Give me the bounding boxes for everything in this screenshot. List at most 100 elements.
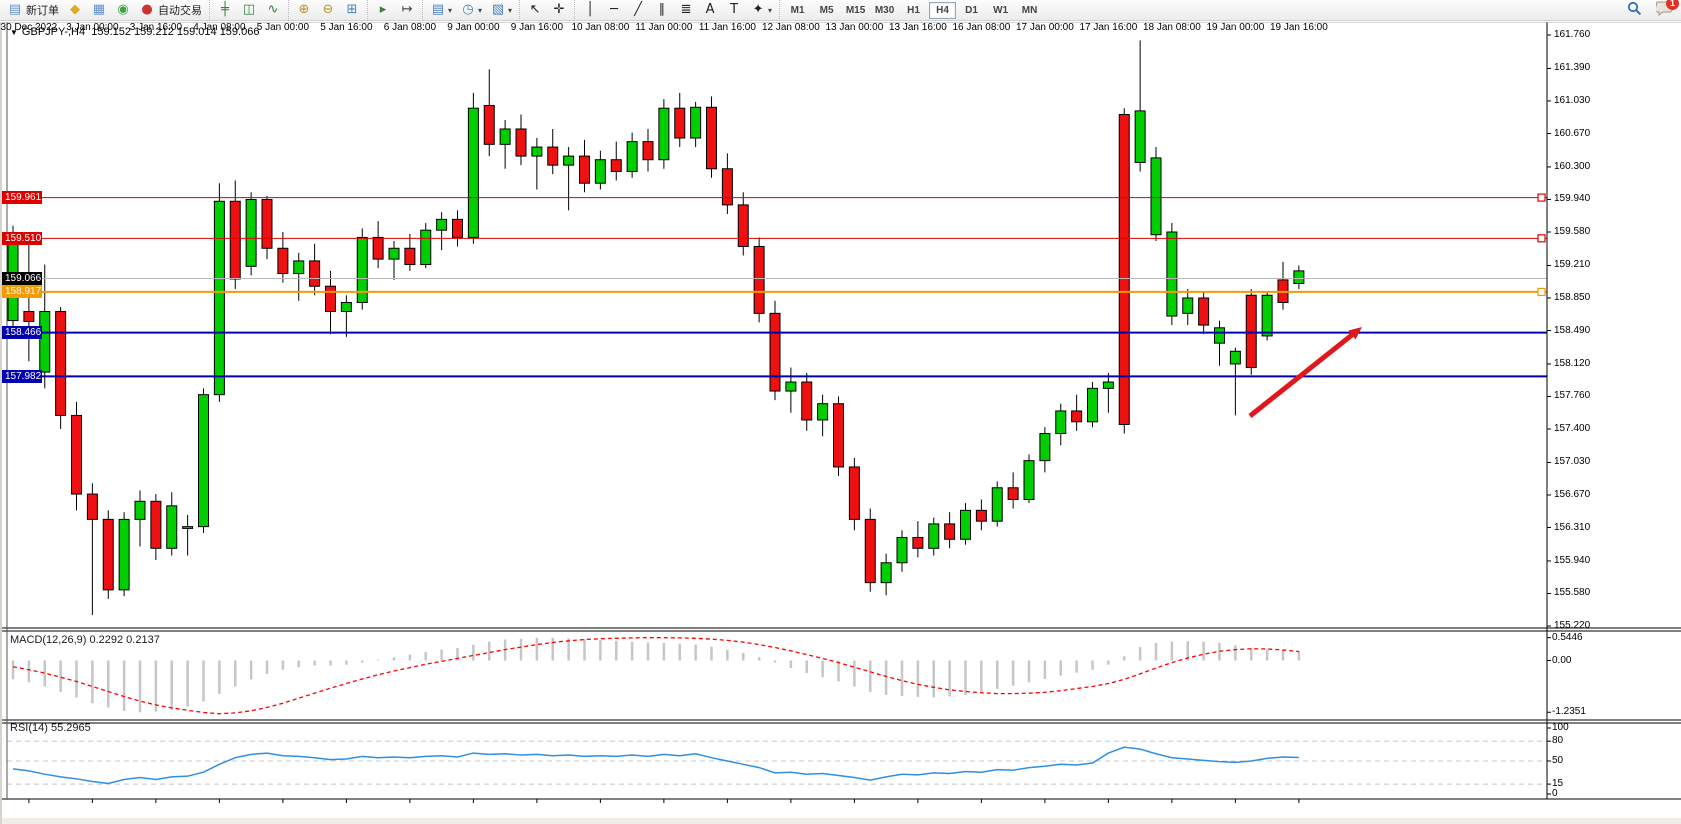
price-chart-canvas[interactable] bbox=[2, 22, 1681, 824]
data-window-button[interactable]: ▦ bbox=[87, 1, 111, 19]
timeframe-m15[interactable]: M15 bbox=[845, 4, 866, 16]
candle-body bbox=[55, 311, 67, 416]
candle-body bbox=[658, 107, 670, 161]
candle-body bbox=[166, 505, 178, 549]
vertical-line-button[interactable]: │ bbox=[578, 1, 602, 19]
toolbar-group: ╪ ◫ ∿ bbox=[209, 0, 288, 21]
period-selector-button[interactable]: ◷ ▾ bbox=[456, 1, 486, 19]
line-handle bbox=[1537, 234, 1546, 243]
candle-body bbox=[1102, 381, 1114, 389]
time-axis-label: 10 Jan 08:00 bbox=[571, 22, 630, 33]
timeframe-d1[interactable]: D1 bbox=[965, 4, 978, 16]
time-axis-label: 30 Dec 2022 bbox=[0, 22, 58, 33]
search-icon[interactable] bbox=[1627, 1, 1642, 19]
timeframe-h1[interactable]: H1 bbox=[907, 4, 920, 16]
horizontal-line-button[interactable]: ─ bbox=[602, 1, 626, 19]
ohlc-readout: 159.152 159.212 159.014 159.066 bbox=[91, 26, 260, 38]
collapse-icon[interactable]: ▼ bbox=[10, 28, 18, 37]
candle-body bbox=[118, 518, 130, 591]
candle-body bbox=[1166, 231, 1178, 317]
candle-body bbox=[1245, 294, 1257, 369]
data-window-icon: ▦ bbox=[92, 2, 106, 17]
candle-body bbox=[594, 159, 606, 184]
line-chart-button[interactable]: ∿ bbox=[261, 1, 285, 19]
crosshair-button[interactable]: ✛ bbox=[547, 1, 571, 19]
signals-button[interactable]: ◉ bbox=[111, 1, 135, 19]
text-icon: A bbox=[705, 2, 715, 17]
time-axis-label: 11 Jan 00:00 bbox=[635, 22, 693, 33]
price-tick-label: 159.210 bbox=[1554, 259, 1591, 271]
candle-body bbox=[420, 229, 432, 266]
template-button[interactable]: ▧ ▾ bbox=[486, 1, 516, 19]
price-tick-label: 160.670 bbox=[1554, 127, 1591, 139]
candle-body bbox=[467, 107, 479, 238]
timeframe-h4[interactable]: H4 bbox=[929, 1, 957, 19]
price-line-badge: 159.961 bbox=[2, 191, 42, 205]
auto-scroll-button[interactable]: ▸ bbox=[371, 1, 395, 19]
market-watch-button[interactable]: ◆ bbox=[63, 1, 87, 19]
chat-icon[interactable]: 1 bbox=[1654, 0, 1679, 19]
candle-body bbox=[880, 562, 892, 584]
rsi-scale-label: 50 bbox=[1552, 755, 1564, 766]
candle-body bbox=[499, 128, 511, 145]
chevron-down-icon: ▾ bbox=[448, 5, 453, 15]
zoom-out-button[interactable]: ⊖ bbox=[316, 1, 340, 19]
candle-body bbox=[309, 260, 321, 287]
timeframe-m5[interactable]: M5 bbox=[819, 4, 834, 16]
timeframe-w1[interactable]: W1 bbox=[993, 4, 1009, 16]
time-axis-label: 13 Jan 00:00 bbox=[825, 22, 884, 33]
timeframe-m1[interactable]: M1 bbox=[790, 4, 805, 16]
crosshair-icon: ✛ bbox=[553, 2, 565, 17]
chart-shift-button[interactable]: ↦ bbox=[395, 1, 419, 19]
bar-chart-button[interactable]: ╪ bbox=[213, 1, 237, 19]
new-order-icon: ▤ bbox=[8, 2, 22, 17]
candle-body bbox=[1229, 350, 1241, 365]
candle-body bbox=[864, 518, 876, 584]
rsi-scale-label: 15 bbox=[1552, 778, 1564, 790]
fibonacci-icon: ≣ bbox=[680, 2, 692, 17]
vertical-line-icon: │ bbox=[586, 2, 594, 17]
candlestick-chart-button[interactable]: ◫ bbox=[237, 1, 261, 19]
macd-scale-label: -1.2351 bbox=[1552, 706, 1586, 718]
candle-body bbox=[388, 247, 400, 260]
autotrading-button[interactable]: ● 自动交易 bbox=[135, 1, 206, 19]
tile-windows-button[interactable]: ⊞ bbox=[340, 1, 364, 19]
chart-window: ▼ GBPJPY-,H4 159.152 159.212 159.014 159.… bbox=[0, 22, 1681, 824]
rsi-label: RSI(14) 55.2965 bbox=[10, 722, 91, 734]
new-order-button[interactable]: ▤ 新订单 bbox=[3, 1, 63, 19]
zoom-in-button[interactable]: ⊕ bbox=[292, 1, 316, 19]
time-axis-label: 11 Jan 16:00 bbox=[698, 22, 756, 33]
candle-body bbox=[737, 204, 749, 247]
timeframe-mn[interactable]: MN bbox=[1021, 4, 1038, 16]
cursor-button[interactable]: ↖ bbox=[523, 1, 547, 19]
time-axis-label: 19 Jan 16:00 bbox=[1269, 22, 1328, 33]
candle-body bbox=[1055, 410, 1067, 435]
new-chart-button[interactable]: ▤ ▾ bbox=[426, 1, 456, 19]
tile-windows-icon: ⊞ bbox=[346, 2, 358, 17]
price-tick-label: 157.030 bbox=[1554, 456, 1591, 468]
price-tick-label: 161.390 bbox=[1554, 62, 1591, 74]
text-button[interactable]: A bbox=[698, 1, 722, 19]
fibonacci-button[interactable]: ≣ bbox=[674, 1, 698, 19]
trendline-button[interactable]: ╱ bbox=[626, 1, 650, 19]
toolbar-group: ▤ ▾ ◷ ▾ ▧ ▾ bbox=[422, 0, 519, 21]
price-tick-label: 155.580 bbox=[1554, 587, 1591, 599]
line-handle bbox=[1537, 287, 1546, 297]
candle-body bbox=[531, 146, 543, 157]
text-label-button[interactable]: T bbox=[722, 1, 746, 19]
candle-body bbox=[102, 518, 114, 591]
timeframe-m30[interactable]: M30 bbox=[874, 4, 895, 16]
equidistant-channel-button[interactable]: ∥ bbox=[650, 1, 674, 19]
equidistant-channel-icon: ∥ bbox=[658, 2, 666, 17]
candle-body bbox=[325, 285, 336, 313]
price-line-badge: 158.917 bbox=[2, 285, 42, 299]
candle-body bbox=[39, 311, 51, 373]
candle-body bbox=[944, 523, 956, 540]
bar-chart-icon: ╪ bbox=[221, 2, 229, 17]
price-tick-label: 156.670 bbox=[1554, 488, 1591, 500]
price-tick-label: 155.220 bbox=[1554, 620, 1591, 632]
arrow-tools-button[interactable]: ✦ ▾ bbox=[746, 1, 776, 19]
toolbar-group: │ ─ ╱ ∥ ≣ A T ✦ ▾ bbox=[574, 0, 779, 21]
period-selector-icon: ◷ bbox=[462, 2, 474, 17]
chevron-down-icon: ▾ bbox=[508, 5, 513, 15]
